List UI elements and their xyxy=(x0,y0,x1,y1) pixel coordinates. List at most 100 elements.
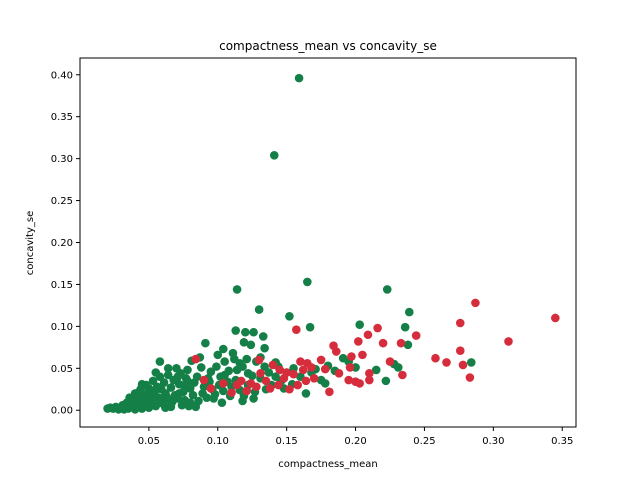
data-point xyxy=(358,350,367,360)
data-point xyxy=(471,298,480,308)
data-point xyxy=(504,337,513,346)
data-point xyxy=(382,285,392,294)
data-point xyxy=(271,372,280,381)
data-point xyxy=(305,322,315,332)
data-point xyxy=(155,395,165,405)
data-point xyxy=(188,390,198,400)
y-tick-label: 0.00 xyxy=(51,406,73,417)
data-point xyxy=(242,354,252,364)
x-tick-label: 0.15 xyxy=(276,436,298,447)
data-point xyxy=(320,364,330,374)
data-point xyxy=(231,326,240,335)
y-tick-label: 0.25 xyxy=(51,196,73,207)
data-point xyxy=(172,364,181,373)
data-point xyxy=(162,392,172,402)
data-point xyxy=(246,340,256,350)
y-axis: 0.00 0.05 0.10 0.15 0.20 0.25 0.30 0.35 0.40 xyxy=(51,70,80,417)
y-tick-label: 0.10 xyxy=(51,322,73,333)
data-point xyxy=(344,375,353,385)
data-point xyxy=(274,380,283,390)
data-point xyxy=(455,346,465,355)
data-point xyxy=(166,383,176,392)
data-point xyxy=(298,365,308,375)
data-point xyxy=(201,338,210,348)
x-tick-label: 0.30 xyxy=(482,436,504,447)
data-point xyxy=(303,277,312,287)
data-point xyxy=(220,357,229,366)
y-tick-label: 0.15 xyxy=(51,280,73,291)
data-point xyxy=(301,376,311,386)
x-tick-label: 0.25 xyxy=(413,436,435,447)
data-point xyxy=(355,320,364,329)
data-point xyxy=(163,364,173,373)
y-tick-label: 0.05 xyxy=(51,364,73,375)
data-point xyxy=(141,400,151,409)
data-point xyxy=(265,384,275,393)
data-point xyxy=(196,363,206,372)
data-point xyxy=(260,343,269,353)
data-point xyxy=(345,363,355,372)
data-point xyxy=(218,344,228,354)
data-point xyxy=(199,382,209,392)
data-point xyxy=(458,360,468,370)
data-point xyxy=(174,389,184,398)
data-point xyxy=(232,380,242,390)
data-point xyxy=(404,307,414,317)
data-point xyxy=(258,332,268,341)
data-point xyxy=(455,318,465,328)
data-point xyxy=(301,389,311,398)
data-point xyxy=(293,380,302,390)
data-point xyxy=(232,285,242,294)
data-point xyxy=(320,379,330,388)
data-point xyxy=(371,365,381,375)
data-point xyxy=(316,355,326,365)
data-point xyxy=(155,357,165,366)
y-axis-label: concavity_se xyxy=(25,211,36,275)
data-point xyxy=(275,365,285,375)
data-point xyxy=(202,393,212,402)
data-point xyxy=(238,396,247,406)
data-point xyxy=(292,325,301,335)
data-point xyxy=(268,360,278,370)
data-point xyxy=(285,384,294,394)
data-point xyxy=(199,375,209,385)
data-point xyxy=(289,369,298,379)
data-point xyxy=(347,352,356,361)
data-point xyxy=(218,379,228,388)
data-point xyxy=(269,150,279,160)
data-point xyxy=(403,340,413,350)
data-point xyxy=(381,376,391,386)
data-point xyxy=(285,312,294,321)
data-point xyxy=(183,365,192,375)
data-point xyxy=(125,393,134,402)
data-point xyxy=(396,338,406,348)
data-point xyxy=(378,338,388,348)
data-point xyxy=(256,369,265,378)
chart-title: compactness_mean vs concavity_se xyxy=(219,39,437,53)
y-tick-label: 0.40 xyxy=(51,70,73,81)
data-point xyxy=(365,369,374,378)
data-point xyxy=(243,369,253,378)
data-point xyxy=(325,387,334,397)
data-point xyxy=(331,347,341,356)
x-axis: 0.05 0.10 0.15 0.20 0.25 0.30 0.35 xyxy=(138,427,573,447)
data-point xyxy=(191,354,201,364)
x-tick-label: 0.10 xyxy=(207,436,229,447)
data-point xyxy=(363,330,373,340)
data-point xyxy=(103,404,112,413)
x-tick-label: 0.05 xyxy=(138,436,160,447)
x-tick-label: 0.20 xyxy=(344,436,366,447)
data-point xyxy=(183,376,192,386)
data-point xyxy=(354,337,363,346)
data-point xyxy=(241,327,250,337)
data-point xyxy=(144,384,154,393)
data-point xyxy=(261,376,271,386)
data-point xyxy=(239,338,249,347)
data-point xyxy=(246,379,256,388)
data-point xyxy=(212,362,221,371)
data-point xyxy=(355,379,364,388)
data-point xyxy=(147,390,156,400)
data-point xyxy=(385,357,395,366)
